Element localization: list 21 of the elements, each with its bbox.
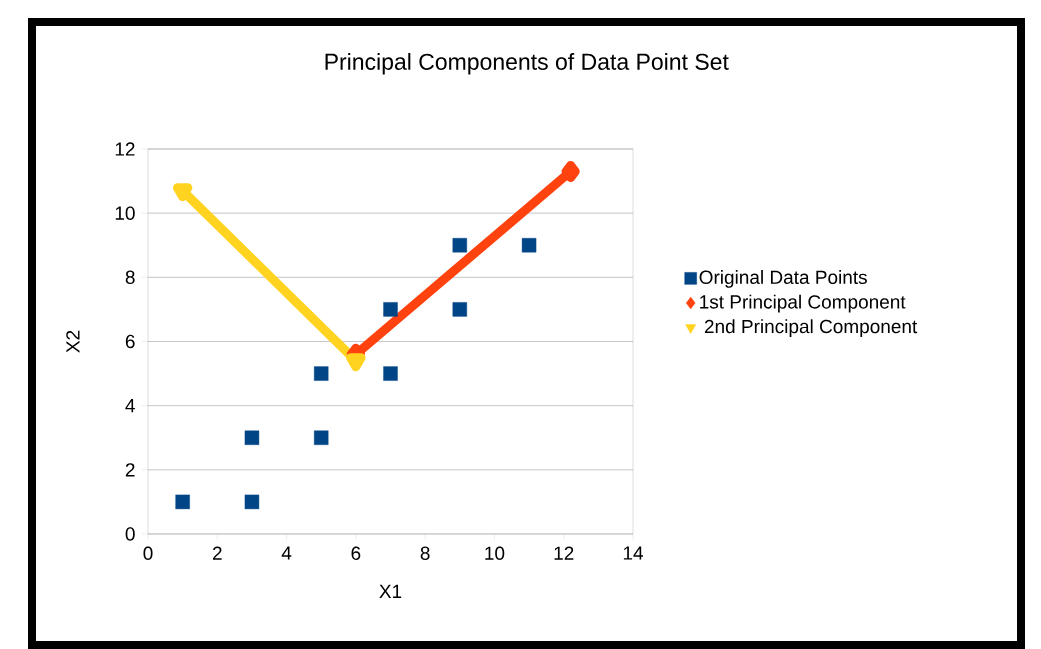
y-tick-label: 0 [125,527,135,541]
legend-label: 1st Principal Component [700,294,906,313]
y-tick-label: 12 [115,142,135,156]
y-tick-label: 2 [125,463,135,477]
x-tick-label: 8 [420,546,430,560]
x-tick-label: 12 [554,546,574,560]
y-axis-title: X2 [66,330,80,353]
x-tick-label: 4 [281,546,292,560]
chart-title: Principal Components of Data Point Set [325,53,729,75]
legend-label: 2nd Principal Component [704,319,918,337]
x-tick-label: 6 [351,546,361,560]
x-tick-label: 0 [143,546,153,560]
x-axis-title: X1 [379,584,402,598]
y-tick-label: 8 [125,270,135,285]
y-tick-label: 6 [125,334,135,349]
x-tick-label: 2 [212,546,222,560]
y-tick-label: 4 [125,399,135,413]
x-tick-label: 10 [485,546,505,560]
legend-label: Original Data Points [699,270,867,288]
y-tick-label: 10 [115,206,135,220]
x-tick-label: 14 [623,546,644,560]
